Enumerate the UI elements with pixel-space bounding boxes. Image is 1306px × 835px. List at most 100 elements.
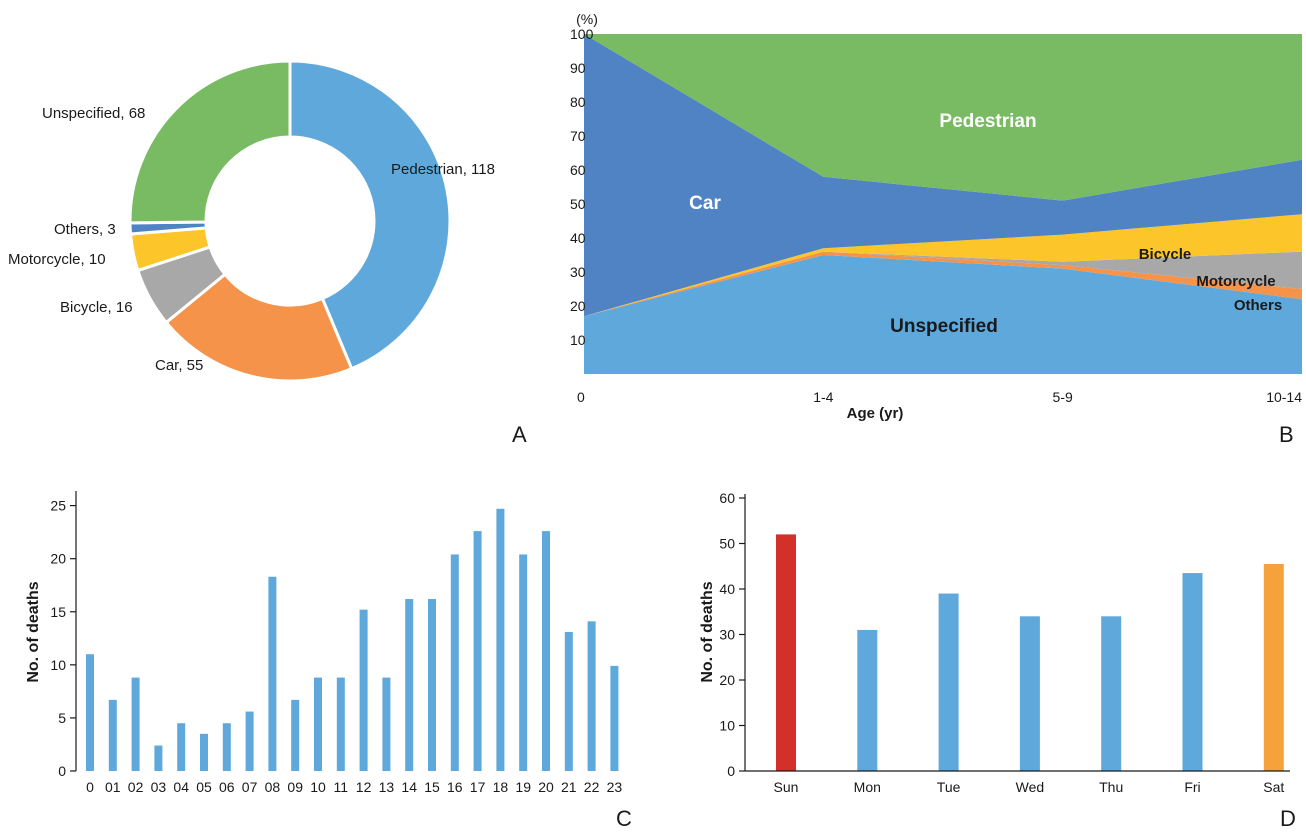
- hourly-bar-06: [222, 723, 231, 771]
- hourly-bar-08: [268, 576, 277, 771]
- hourly-x-tick-08: 08: [265, 779, 281, 795]
- hourly-bar-07: [245, 711, 254, 771]
- area-label-car: Car: [689, 193, 721, 214]
- hourly-bar-20: [542, 531, 550, 771]
- hourly-x-tick-18: 18: [493, 779, 509, 795]
- hourly-x-tick-17: 17: [470, 779, 486, 795]
- weekday-y-tick-60: 60: [719, 490, 735, 506]
- donut-slice-unspecified: [128, 59, 292, 225]
- weekday-y-tick-20: 20: [719, 672, 735, 688]
- hourly-bar-03: [154, 745, 163, 771]
- hourly-x-tick-09: 09: [287, 779, 303, 795]
- donut-label-unspecified: Unspecified, 68: [42, 105, 145, 122]
- hourly-x-tick-02: 02: [128, 779, 144, 795]
- area-y-tick-100: 100: [570, 26, 594, 42]
- weekday-y-tick-30: 30: [719, 627, 735, 643]
- weekday-bars: [776, 534, 1284, 771]
- area-x-ticks: 0 1-4 5-9 10-14: [577, 389, 1302, 405]
- weekday-x-tick-fri: Fri: [1184, 779, 1200, 795]
- area-y-unit-label: (%): [576, 11, 598, 27]
- weekday-x-tick-mon: Mon: [854, 779, 881, 795]
- panel-d-weekday-bar-chart: 0 10 20 30 40 50 60 Sun Mon Tue Wed Thu Fri Sat No. o…: [699, 490, 1296, 831]
- area-y-tick-30: 30: [570, 264, 586, 280]
- area-label-others: Others: [1234, 297, 1282, 314]
- hourly-x-tick-13: 13: [379, 779, 395, 795]
- hourly-x-tick-0: 0: [86, 779, 94, 795]
- panel-letter-a: A: [512, 422, 527, 447]
- hourly-x-tick-07: 07: [242, 779, 258, 795]
- hourly-bar-12: [359, 609, 368, 771]
- area-label-motorcycle: Motorcycle: [1196, 273, 1275, 290]
- area-y-tick-40: 40: [570, 230, 586, 246]
- donut-label-pedestrian: Pedestrian, 118: [391, 161, 495, 178]
- hourly-x-tick-11: 11: [334, 779, 349, 795]
- hourly-bar-01: [108, 699, 117, 771]
- hourly-bar-04: [177, 723, 186, 771]
- weekday-x-tick-wed: Wed: [1016, 779, 1045, 795]
- area-y-tick-70: 70: [570, 128, 586, 144]
- donut-slice-pedestrian: [288, 59, 452, 371]
- hourly-x-tick-16: 16: [447, 779, 463, 795]
- donut-slices: [128, 59, 452, 383]
- panel-letter-b: B: [1279, 422, 1294, 447]
- area-series-labels: Pedestrian Car Bicycle Motorcycle Others…: [689, 111, 1282, 337]
- area-y-tick-50: 50: [570, 196, 586, 212]
- hourly-x-tick-23: 23: [607, 779, 623, 795]
- hourly-bar-17: [473, 531, 482, 771]
- weekday-bar-sun: [776, 534, 796, 771]
- weekday-y-tick-40: 40: [719, 581, 735, 597]
- weekday-bar-thu: [1101, 616, 1122, 771]
- panel-letter-d: D: [1280, 806, 1296, 831]
- hourly-y-tick-0: 0: [58, 763, 66, 779]
- hourly-bar-15: [428, 599, 436, 771]
- panel-b-stacked-area-chart: 10 20 30 40 50 60 70 80 90 100 0 1-4 5-9 10-14 (%) A…: [570, 11, 1302, 447]
- hourly-bar-18: [496, 508, 505, 771]
- panel-a-donut-chart: Pedestrian, 118 Car, 55 Bicycle, 16 Motorcy…: [8, 59, 527, 447]
- hourly-y-tick-20: 20: [50, 551, 66, 567]
- weekday-x-tick-tue: Tue: [937, 779, 961, 795]
- area-y-tick-60: 60: [570, 162, 586, 178]
- area-x-tick-10-14: 10-14: [1266, 389, 1302, 405]
- area-y-tick-90: 90: [570, 60, 586, 76]
- hourly-x-tick-04: 04: [173, 779, 189, 795]
- area-bicycle: [584, 214, 1302, 317]
- hourly-bar-11: [336, 677, 345, 771]
- hourly-bar-19: [519, 554, 528, 771]
- hourly-y-tick-15: 15: [50, 604, 66, 620]
- hourly-x-tick-03: 03: [151, 779, 167, 795]
- area-label-bicycle: Bicycle: [1139, 246, 1192, 263]
- area-y-tick-80: 80: [570, 94, 586, 110]
- donut-label-others: Others, 3: [54, 221, 116, 238]
- weekday-bar-fri: [1182, 573, 1203, 771]
- hourly-bar-05: [200, 733, 208, 771]
- area-y-tick-10: 10: [570, 332, 586, 348]
- hourly-x-tick-10: 10: [310, 779, 326, 795]
- area-pedestrian: [584, 34, 1302, 201]
- hourly-x-tick-12: 12: [356, 779, 372, 795]
- area-x-tick-1-4: 1-4: [813, 389, 833, 405]
- hourly-x-tick-22: 22: [584, 779, 600, 795]
- hourly-x-tick-20: 20: [538, 779, 554, 795]
- area-x-axis-label: Age (yr): [847, 405, 904, 422]
- hourly-bar-22: [587, 621, 596, 771]
- hourly-x-tick-21: 21: [561, 779, 577, 795]
- hourly-bar-14: [405, 599, 414, 771]
- weekday-y-tick-50: 50: [719, 536, 735, 552]
- hourly-y-tick-5: 5: [58, 710, 66, 726]
- area-motorcycle: [584, 251, 1302, 317]
- hourly-bar-23: [610, 665, 619, 771]
- hourly-x-tick-15: 15: [424, 779, 440, 795]
- hourly-bar-16: [450, 554, 459, 771]
- area-unspecified: [584, 255, 1302, 374]
- hourly-bar-21: [564, 631, 573, 771]
- hourly-x-tick-01: 01: [105, 779, 121, 795]
- hourly-bar-02: [131, 677, 140, 771]
- weekday-bar-tue: [938, 593, 959, 771]
- hourly-x-tick-14: 14: [401, 779, 417, 795]
- area-car: [584, 34, 1302, 317]
- hourly-x-tick-05: 05: [196, 779, 212, 795]
- weekday-axis: 0 10 20 30 40 50 60 Sun Mon Tue Wed Thu Fri Sat: [719, 490, 1290, 795]
